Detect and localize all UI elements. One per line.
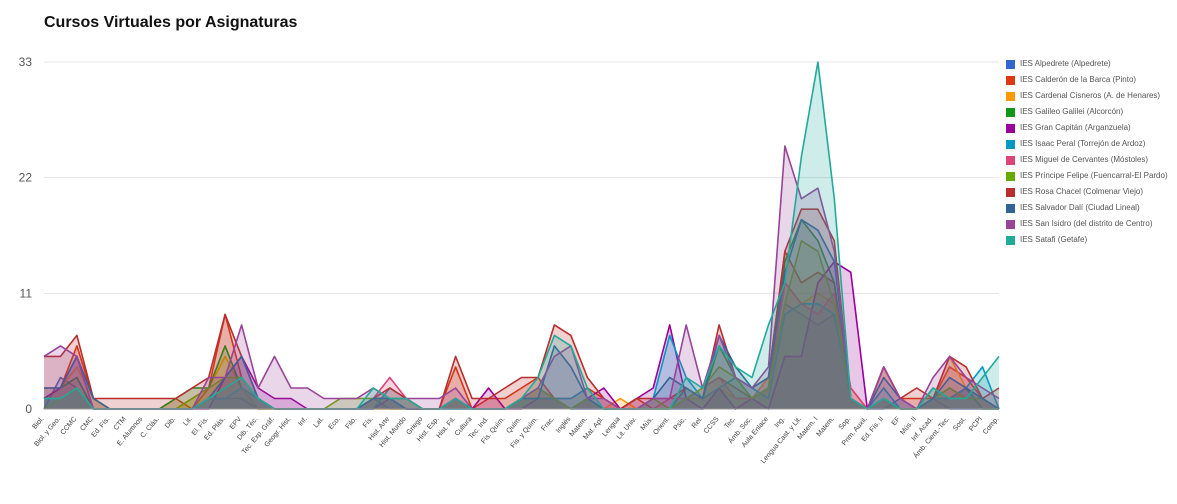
legend-item[interactable]: IES Isaac Peral (Torrejón de Ardoz) <box>1006 138 1172 150</box>
x-tick-label: Mús. <box>640 416 655 432</box>
series-area-5 <box>44 303 999 409</box>
series-area-0 <box>44 303 999 409</box>
series-areas <box>43 61 1000 410</box>
legend-label: IES San Isidro (del distrito de Centro) <box>1020 219 1153 228</box>
x-tick-label: Comp. <box>982 416 1001 436</box>
legend-swatch <box>1006 220 1015 229</box>
legend: IES Alpedrete (Alpedrete) IES Calderón de… <box>1006 58 1172 250</box>
x-tick-label: CTM <box>113 416 128 432</box>
legend-label: IES Satafi (Getafe) <box>1020 235 1088 244</box>
x-tick-label: Biol. <box>31 416 45 431</box>
y-tick-label: 33 <box>19 55 33 69</box>
y-axis-ticks: 0 11 22 33 <box>19 55 33 416</box>
series-area-9 <box>44 219 999 409</box>
legend-item[interactable]: IES Calderón de la Barca (Pinto) <box>1006 74 1172 86</box>
legend-label: IES Miguel de Cervantes (Móstoles) <box>1020 155 1149 164</box>
legend-item[interactable]: IES San Isidro (del distrito de Centro) <box>1006 218 1172 230</box>
legend-swatch <box>1006 236 1015 245</box>
x-tick-label: Inf. <box>297 416 309 428</box>
legend-label: IES Galileo Galilei (Alcorcón) <box>1020 107 1124 116</box>
series-area-6 <box>44 282 999 409</box>
legend-item[interactable]: IES Galileo Galilei (Alcorcón) <box>1006 106 1172 118</box>
legend-swatch <box>1006 204 1015 213</box>
legend-swatch <box>1006 60 1015 69</box>
x-tick-label: Lit. <box>182 416 193 428</box>
series-area-4 <box>44 261 999 409</box>
legend-label: IES Alpedrete (Alpedrete) <box>1020 59 1111 68</box>
x-tick-label: EF <box>891 416 902 427</box>
x-tick-label: Rel. <box>691 416 704 430</box>
series-area-8 <box>44 209 999 409</box>
legend-swatch <box>1006 172 1015 181</box>
x-tick-label: Sost. <box>952 416 968 433</box>
legend-item[interactable]: IES Satafi (Getafe) <box>1006 234 1172 246</box>
x-tick-label: Filo. <box>344 416 358 431</box>
x-tick-label: Eco. <box>328 416 342 431</box>
legend-swatch <box>1006 156 1015 165</box>
legend-swatch <box>1006 124 1015 133</box>
x-tick-label: CMC <box>79 416 95 433</box>
legend-swatch <box>1006 140 1015 149</box>
x-tick-label: Fís. <box>362 416 375 429</box>
legend-item[interactable]: IES Rosa Chacel (Colmenar Viejo) <box>1006 186 1172 198</box>
legend-label: IES Rosa Chacel (Colmenar Viejo) <box>1020 187 1144 196</box>
legend-label: IES Príncipe Felipe (Fuencarral-El Pardo… <box>1020 171 1168 180</box>
legend-item[interactable]: IES Alpedrete (Alpedrete) <box>1006 58 1172 70</box>
x-tick-label: Ing. <box>774 416 787 429</box>
series-area-10 <box>44 146 999 409</box>
legend-swatch <box>1006 188 1015 197</box>
x-tick-label: PCPI <box>968 416 984 433</box>
legend-label: IES Cardenal Cisneros (A. de Henares) <box>1020 91 1161 100</box>
x-tick-label: CCSS <box>703 416 721 436</box>
y-tick-label: 22 <box>19 171 33 185</box>
x-tick-label: EPV <box>229 416 244 431</box>
legend-label: IES Isaac Peral (Torrejón de Ardoz) <box>1020 139 1146 148</box>
legend-item[interactable]: IES Gran Capitán (Arganzuela) <box>1006 122 1172 134</box>
x-tick-label: Tec. <box>723 416 737 430</box>
x-tick-label: Lat. <box>313 416 326 429</box>
series-area-7 <box>44 240 999 409</box>
x-tick-label: Sop. <box>838 416 853 432</box>
x-tick-label: Psic. <box>673 416 688 432</box>
series-line-11 <box>44 61 1000 410</box>
legend-swatch <box>1006 76 1015 85</box>
chart-title: Cursos Virtuales por Asignaturas <box>44 14 298 31</box>
x-tick-label: Matem. <box>815 416 835 438</box>
legend-swatch <box>1006 92 1015 101</box>
legend-label: IES Gran Capitán (Arganzuela) <box>1020 123 1131 132</box>
x-tick-label: Dib. <box>164 416 177 430</box>
series-area-2 <box>44 282 999 409</box>
legend-label: IES Salvador Dalí (Ciudad Lineal) <box>1020 203 1140 212</box>
y-tick-label: 11 <box>20 286 33 300</box>
x-tick-label: Orient. <box>652 416 671 437</box>
legend-item[interactable]: IES Miguel de Cervantes (Móstoles) <box>1006 154 1172 166</box>
legend-item[interactable]: IES Cardenal Cisneros (A. de Henares) <box>1006 90 1172 102</box>
series-area-3 <box>44 219 999 409</box>
x-tick-label: CCMC <box>60 416 79 437</box>
series-area-11 <box>44 62 999 409</box>
y-tick-label: 0 <box>25 402 32 416</box>
x-tick-label: Frac. <box>540 416 556 433</box>
legend-item[interactable]: IES Salvador Dalí (Ciudad Lineal) <box>1006 202 1172 214</box>
legend-item[interactable]: IES Príncipe Felipe (Fuencarral-El Pardo… <box>1006 170 1172 182</box>
legend-label: IES Calderón de la Barca (Pinto) <box>1020 75 1137 84</box>
legend-swatch <box>1006 108 1015 117</box>
